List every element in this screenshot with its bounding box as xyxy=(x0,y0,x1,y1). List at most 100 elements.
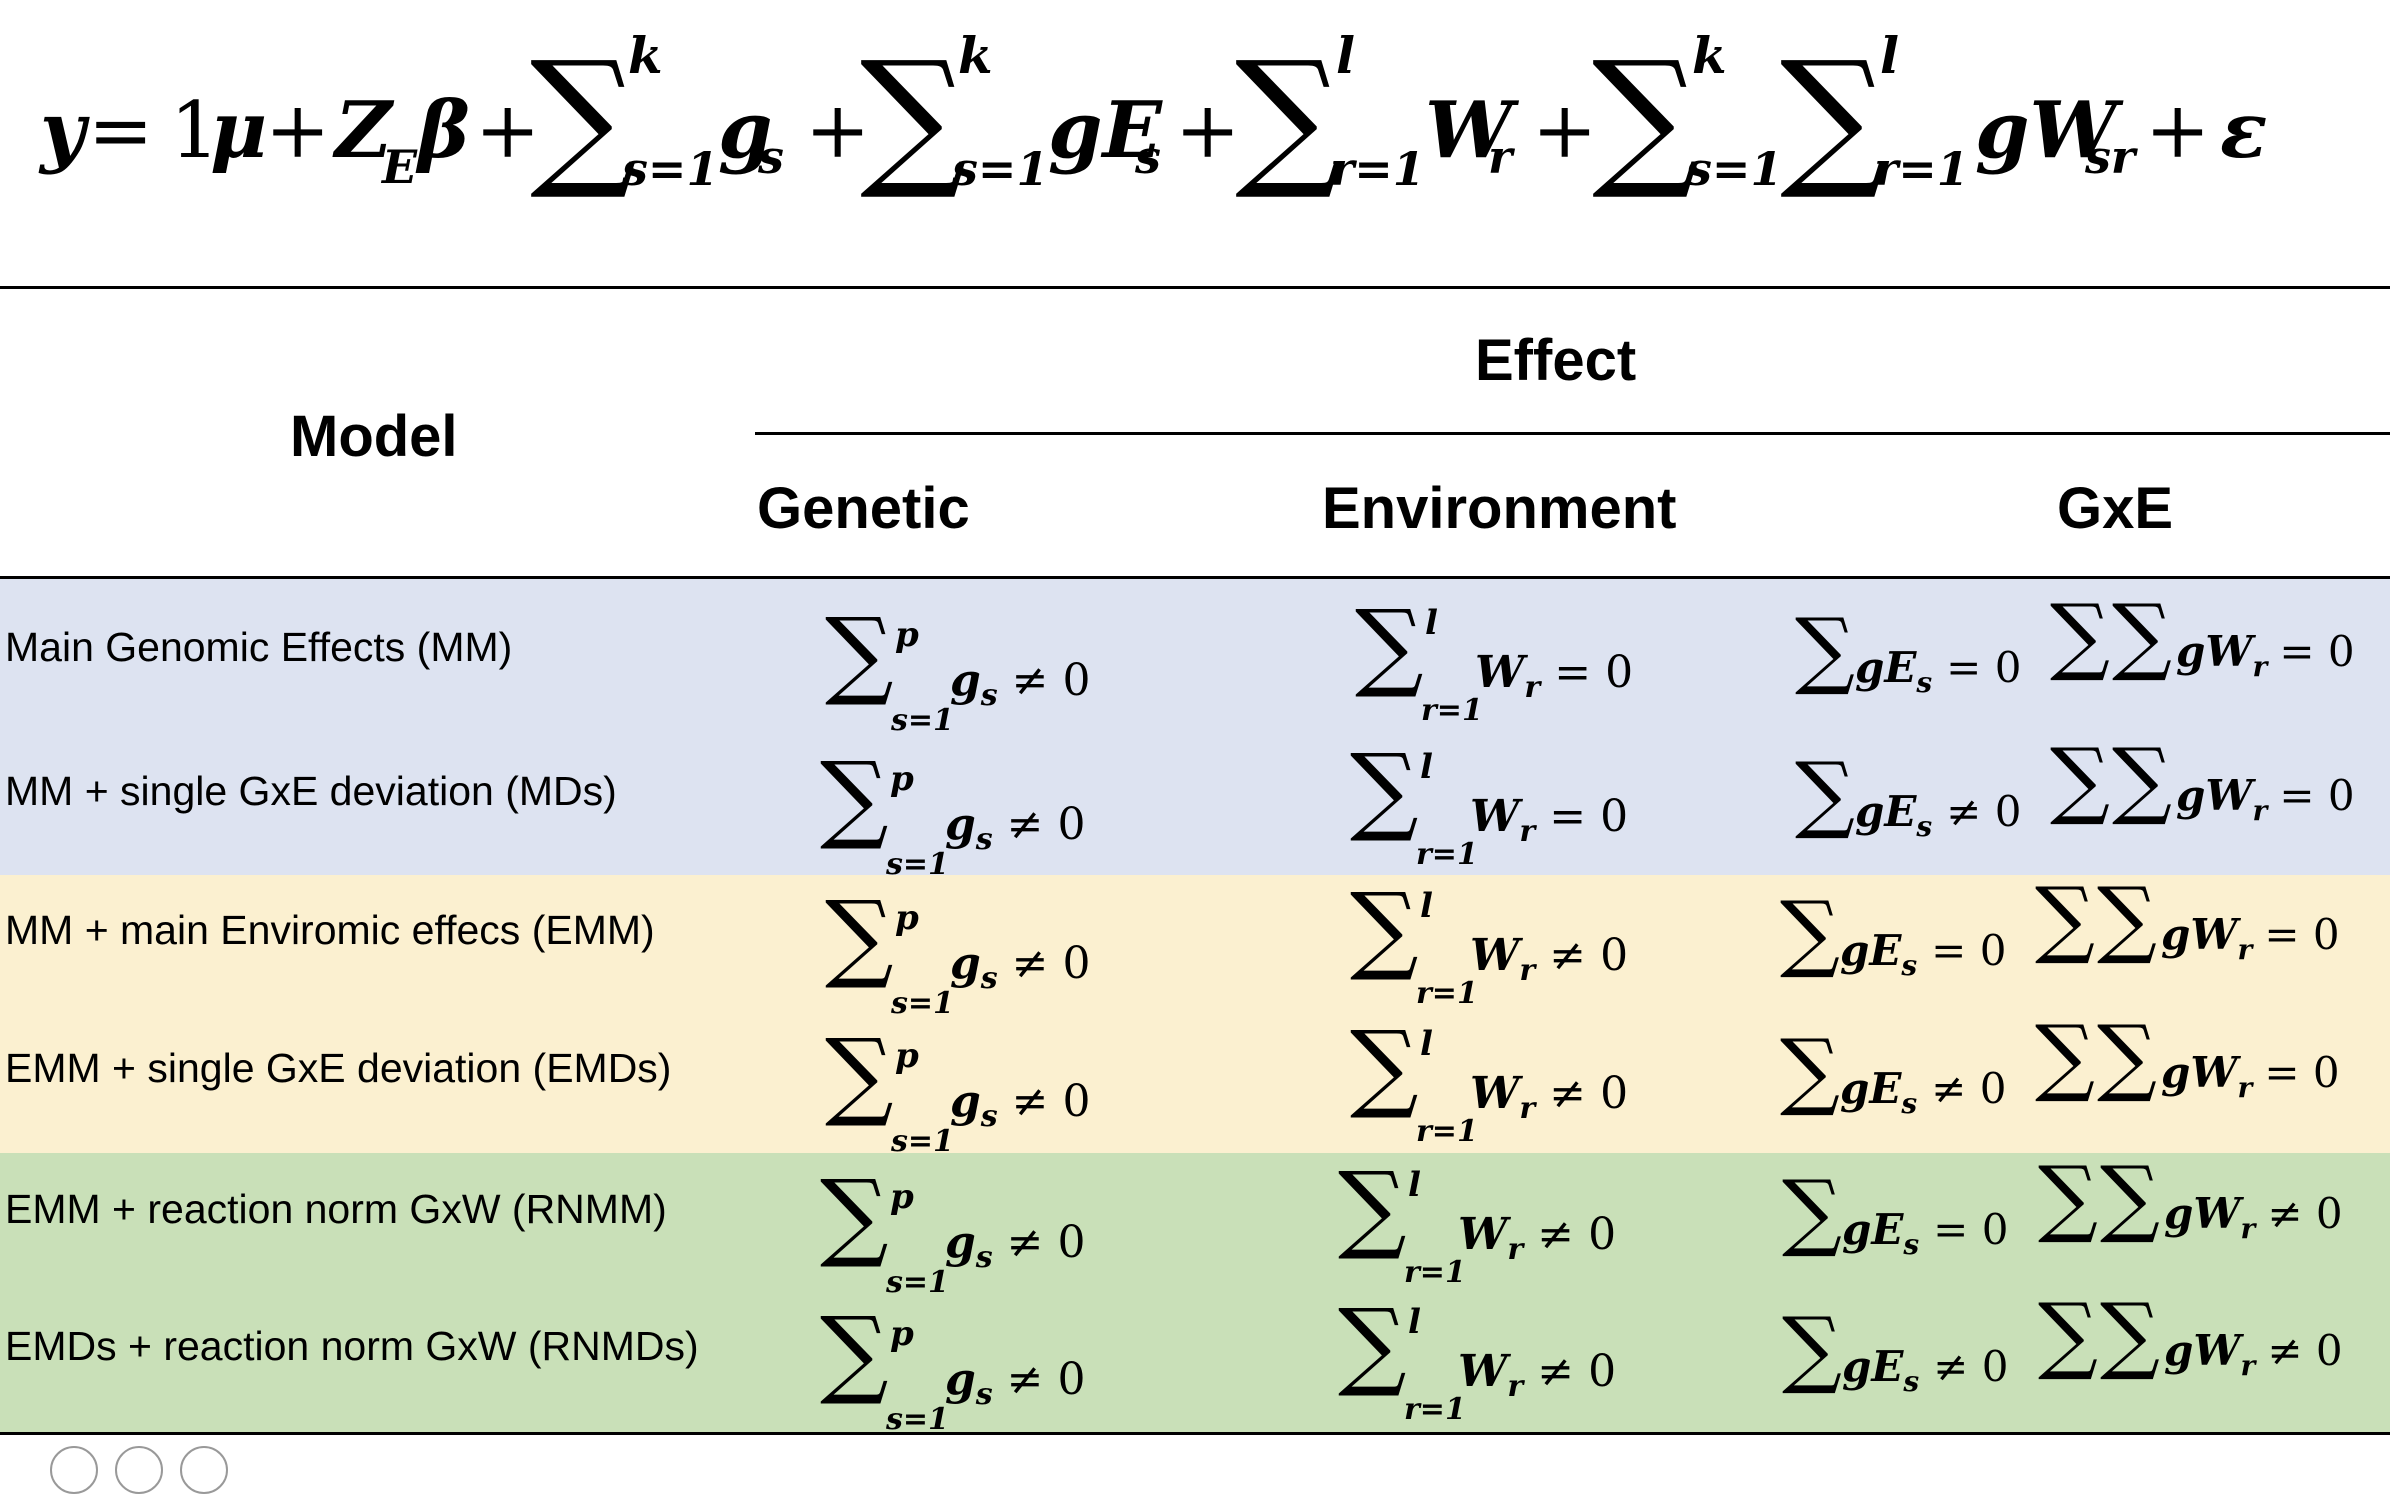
gxw-term: gWr ≠ 0 xyxy=(2164,1189,2343,1245)
genetic-sum-upper: p xyxy=(895,615,919,655)
gxe-gE: gE xyxy=(1842,1342,1904,1391)
genetic-term: gs ≠ 0 xyxy=(950,938,1091,996)
gxw-sub: r xyxy=(2252,650,2268,683)
gxe-sum-symbol: ∑ xyxy=(1780,883,1840,981)
eq-plus-2: + xyxy=(475,86,541,176)
gxe-gE-sub: s xyxy=(1903,1365,1920,1398)
genetic-sum-upper: p xyxy=(890,1177,914,1217)
gxe-gE: gE xyxy=(1842,1205,1904,1254)
gxw-sum-symbol-1: ∑ xyxy=(2035,1007,2095,1105)
table-top-rule xyxy=(0,286,2390,289)
env-sum-upper: l xyxy=(1408,1302,1421,1342)
eq-sum-4-lower: s=1 xyxy=(1686,142,1783,196)
gxe-gE-op: = 0 xyxy=(1931,926,2007,975)
genetic-sum-symbol: ∑ xyxy=(825,880,894,992)
genetic-sum-lower: s=1 xyxy=(891,1124,954,1159)
control-button-3[interactable] xyxy=(180,1446,228,1494)
control-button-2[interactable] xyxy=(115,1446,163,1494)
header-bottom-rule xyxy=(0,576,2390,579)
eq-one: 1 xyxy=(170,86,220,176)
genetic-sum-lower: s=1 xyxy=(886,1402,949,1437)
env-sum-symbol: ∑ xyxy=(1350,872,1419,984)
gxe-gE-term: gEs ≠ 0 xyxy=(1842,1342,2008,1398)
env-sub: r xyxy=(1519,814,1536,849)
env-sum-lower: r=1 xyxy=(1421,693,1483,728)
genetic-op: ≠ 0 xyxy=(1006,799,1086,850)
eq-mu: μ xyxy=(210,85,268,176)
env-W: W xyxy=(1470,791,1520,842)
gxe-gE-op: = 0 xyxy=(1946,643,2022,692)
env-op: ≠ 0 xyxy=(1537,1209,1617,1260)
genetic-sum-symbol: ∑ xyxy=(820,1296,889,1408)
gxw-op: = 0 xyxy=(2264,1048,2340,1097)
row-label: MM + main Enviromic effecs (EMM) xyxy=(5,907,655,953)
header-genetic: Genetic xyxy=(757,476,970,541)
gxe-sum-symbol: ∑ xyxy=(1795,744,1855,842)
eq-Z: Z xyxy=(335,85,392,176)
gxw-term: gWr = 0 xyxy=(2176,771,2355,827)
gxe-gE-term: gEs = 0 xyxy=(1855,643,2021,699)
env-sum-upper: l xyxy=(1420,886,1433,926)
gxw-sum-symbol-1: ∑ xyxy=(2038,1285,2098,1383)
gxw-sub: r xyxy=(2252,794,2268,827)
gxw-op: ≠ 0 xyxy=(2267,1189,2343,1238)
header-effect: Effect xyxy=(1475,328,1637,393)
eq-gE: gE xyxy=(1048,85,1162,176)
genetic-op: ≠ 0 xyxy=(1011,655,1091,706)
gxw-gW: gW xyxy=(2161,910,2238,959)
gxw-term: gWr = 0 xyxy=(2176,627,2355,683)
genetic-sub: s xyxy=(980,678,998,713)
genetic-op: ≠ 0 xyxy=(1011,1076,1091,1127)
env-sub: r xyxy=(1519,1091,1536,1126)
genetic-term: gs ≠ 0 xyxy=(945,799,1086,857)
band-main-genomic xyxy=(0,579,2390,875)
header-model: Model xyxy=(290,404,458,469)
eq-sum-3-lower: r=1 xyxy=(1330,142,1425,196)
env-sub: r xyxy=(1519,953,1536,988)
control-button-1[interactable] xyxy=(50,1446,98,1494)
eq-g-sub: s xyxy=(758,130,784,184)
genetic-g: g xyxy=(950,938,981,989)
gxw-gW: gW xyxy=(2176,771,2253,820)
eq-plus-6: + xyxy=(2145,86,2211,176)
genetic-g: g xyxy=(950,655,981,706)
header-environment: Environment xyxy=(1322,476,1677,541)
gxw-gW: gW xyxy=(2176,627,2253,676)
model-equation: y = 1 μ + Z E β + ∑ k s=1 g s + ∑ k s=1 … xyxy=(40,26,2370,230)
env-op: ≠ 0 xyxy=(1549,930,1629,981)
env-op: ≠ 0 xyxy=(1537,1346,1617,1397)
genetic-g: g xyxy=(950,1076,981,1127)
gxw-sum-symbol-2: ∑ xyxy=(2100,1148,2160,1246)
env-sum-lower: r=1 xyxy=(1416,976,1478,1011)
gxw-sum-symbol-1: ∑ xyxy=(2050,730,2110,828)
env-term: Wr = 0 xyxy=(1470,791,1628,849)
genetic-sum-upper: p xyxy=(890,759,914,799)
eq-sum-1-lower: s=1 xyxy=(622,142,719,196)
row-label: EMDs + reaction norm GxW (RNMDs) xyxy=(5,1323,699,1369)
gxw-sum-symbol-2: ∑ xyxy=(2112,586,2172,684)
gxe-sum-symbol: ∑ xyxy=(1782,1299,1842,1397)
gxw-sub: r xyxy=(2240,1212,2256,1245)
gxe-gE: gE xyxy=(1840,926,1902,975)
genetic-term: gs ≠ 0 xyxy=(945,1217,1086,1275)
genetic-sum-upper: p xyxy=(895,898,919,938)
eq-plus-1: + xyxy=(265,86,331,176)
env-sum-lower: r=1 xyxy=(1404,1392,1466,1427)
genetic-g: g xyxy=(945,799,976,850)
gxw-sum-symbol-1: ∑ xyxy=(2038,1148,2098,1246)
env-W: W xyxy=(1458,1209,1508,1260)
gxe-gE-term: gEs ≠ 0 xyxy=(1840,1064,2006,1120)
genetic-sum-symbol: ∑ xyxy=(825,1018,894,1130)
env-sum-upper: l xyxy=(1425,603,1438,643)
gxe-gE-term: gEs ≠ 0 xyxy=(1855,787,2021,843)
genetic-op: ≠ 0 xyxy=(1006,1354,1086,1405)
row-label: Main Genomic Effects (MM) xyxy=(5,624,513,670)
genetic-term: gs ≠ 0 xyxy=(945,1354,1086,1412)
effect-underline xyxy=(755,432,2390,435)
env-W: W xyxy=(1475,647,1525,698)
genetic-g: g xyxy=(945,1217,976,1268)
env-sum-lower: r=1 xyxy=(1404,1255,1466,1290)
env-sum-upper: l xyxy=(1420,1024,1433,1064)
env-term: Wr ≠ 0 xyxy=(1470,930,1628,988)
eq-gW-sub: sr xyxy=(2085,130,2136,184)
